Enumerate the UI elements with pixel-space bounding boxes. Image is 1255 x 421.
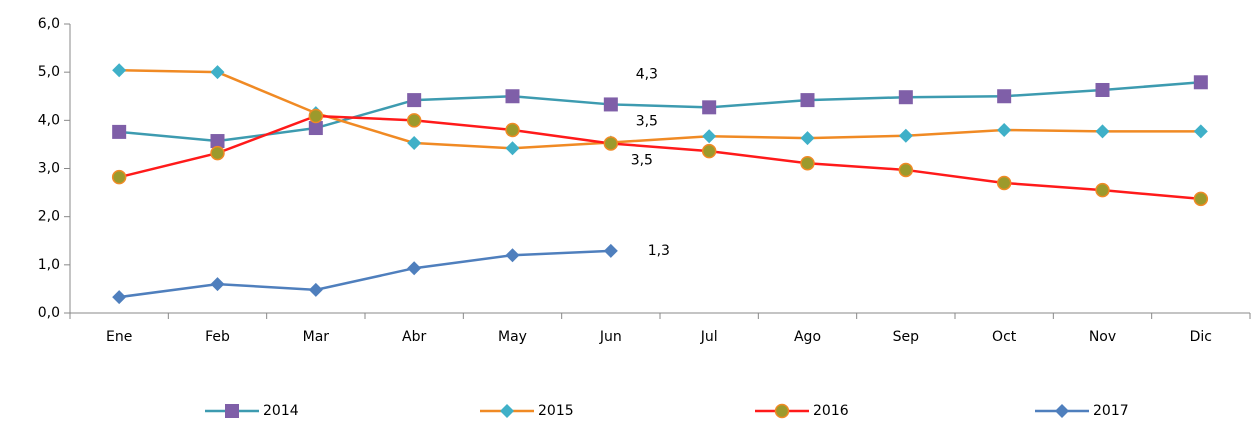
marker (774, 403, 790, 419)
marker (210, 134, 225, 149)
legend-label: 2017 (1093, 403, 1129, 419)
marker (406, 113, 422, 128)
y-tick-label: 1,0 (38, 257, 60, 273)
marker (407, 93, 422, 108)
marker (225, 404, 239, 418)
x-tick-label: Jun (599, 329, 622, 345)
marker (505, 122, 520, 138)
series: 3,5 (112, 63, 1208, 168)
data-label: 4,3 (636, 66, 658, 82)
y-tick-label: 6,0 (38, 16, 60, 32)
marker (210, 277, 225, 292)
series: 4,3 (112, 66, 1208, 149)
marker (505, 248, 520, 263)
series-line (118, 114, 1201, 201)
x-tick-label: Ene (106, 329, 132, 345)
y-tick-label: 4,0 (38, 112, 60, 128)
marker (210, 145, 225, 161)
marker (898, 128, 913, 143)
marker (800, 155, 815, 171)
marker (898, 162, 914, 178)
data-label: 1,3 (648, 243, 670, 259)
series-line (119, 249, 611, 299)
marker (505, 141, 520, 156)
marker (603, 136, 619, 151)
x-tick-label: Dic (1190, 329, 1212, 345)
series: 3,5 (111, 108, 1209, 207)
marker (1193, 191, 1209, 207)
x-tick-label: Feb (205, 329, 230, 345)
marker (1193, 124, 1208, 139)
legend-label: 2014 (263, 403, 299, 419)
marker (505, 89, 520, 104)
marker (407, 135, 422, 150)
marker (603, 97, 618, 112)
marker (112, 63, 127, 78)
marker (702, 129, 717, 144)
marker (800, 131, 815, 146)
x-tick-label: Oct (992, 329, 1017, 345)
marker (701, 143, 717, 159)
marker (702, 100, 717, 115)
x-tick-label: Nov (1089, 329, 1116, 345)
marker (210, 65, 225, 80)
y-tick-label: 0,0 (38, 305, 60, 321)
marker (111, 169, 127, 185)
legend-item: 2017 (1035, 403, 1129, 419)
marker (308, 108, 324, 124)
marker (996, 175, 1012, 191)
series: 1,3 (112, 243, 670, 305)
marker (112, 124, 127, 139)
x-tick-label: Ago (794, 329, 821, 345)
marker (1055, 404, 1069, 418)
series-line (119, 81, 1201, 143)
marker (407, 261, 422, 276)
x-tick-label: Sep (893, 329, 920, 345)
data-label: 3,5 (631, 152, 653, 168)
x-tick-label: Abr (402, 329, 426, 345)
series-line (119, 68, 1201, 150)
marker (898, 90, 913, 105)
x-tick-label: May (498, 329, 527, 345)
marker (308, 121, 323, 136)
x-tick-label: Mar (303, 329, 330, 345)
marker (1095, 182, 1110, 198)
marker (603, 243, 618, 258)
marker (1095, 124, 1110, 139)
legend-item: 2014 (205, 403, 299, 419)
marker (800, 93, 815, 108)
y-tick-label: 2,0 (38, 209, 60, 225)
marker (997, 122, 1012, 137)
marker (997, 89, 1012, 104)
legend-item: 2016 (755, 403, 849, 419)
y-tick-label: 3,0 (38, 161, 60, 177)
legend-label: 2016 (813, 403, 849, 419)
x-tick-label: Jul (700, 329, 718, 345)
marker (112, 290, 127, 305)
legend-item: 2015 (480, 403, 574, 419)
marker (1193, 75, 1208, 90)
data-label: 3,5 (636, 113, 658, 129)
marker (308, 282, 323, 297)
y-tick-label: 5,0 (38, 64, 60, 80)
marker (1095, 82, 1110, 97)
marker (500, 404, 514, 418)
legend-label: 2015 (538, 403, 574, 419)
